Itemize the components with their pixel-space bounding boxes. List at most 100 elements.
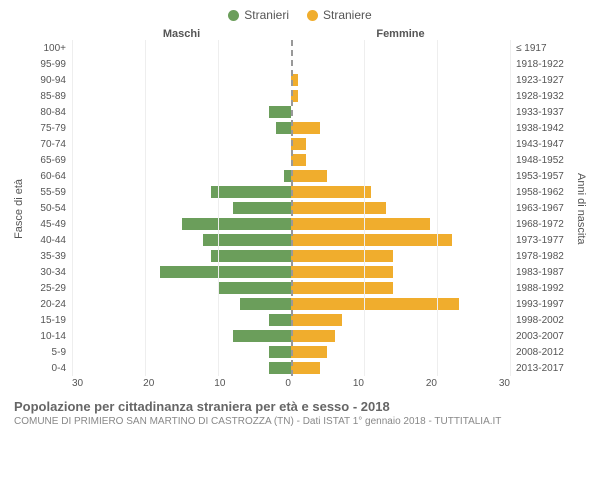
year-label: 1933-1937 [510, 107, 572, 118]
x-ticks-right: 102030 [291, 378, 510, 389]
bars [72, 154, 510, 166]
age-label: 35-39 [28, 251, 72, 262]
table-row: 65-69 1948-1952 [28, 152, 572, 168]
table-row: 90-94 1923-1927 [28, 72, 572, 88]
bar-female [291, 346, 327, 358]
year-label: 1973-1977 [510, 235, 572, 246]
legend-label-female: Straniere [323, 8, 372, 22]
bars [72, 266, 510, 278]
bars [72, 330, 510, 342]
age-label: 20-24 [28, 299, 72, 310]
year-label: 1983-1987 [510, 267, 572, 278]
bars [72, 42, 510, 54]
legend-item-female: Straniere [307, 8, 372, 22]
bar-female [291, 90, 298, 102]
year-label: 1928-1932 [510, 91, 572, 102]
bar-male [269, 106, 291, 118]
bars [72, 170, 510, 182]
table-row: 55-59 1958-1962 [28, 184, 572, 200]
year-label: 2008-2012 [510, 347, 572, 358]
bars [72, 90, 510, 102]
bar-male [218, 282, 291, 294]
legend-swatch-male [228, 10, 239, 21]
table-row: 50-541963-1967 [28, 200, 572, 216]
table-row: 10-14 2003-2007 [28, 328, 572, 344]
year-label: 1958-1962 [510, 187, 572, 198]
y-axis-label-left: Fasce di età [10, 28, 28, 389]
year-label: 1998-2002 [510, 315, 572, 326]
year-label: 1963-1967 [510, 203, 572, 214]
bar-female [291, 362, 320, 374]
table-row: 60-641953-1957 [28, 168, 572, 184]
year-label: 1923-1927 [510, 75, 572, 86]
bars [72, 282, 510, 294]
table-row: 70-74 1943-1947 [28, 136, 572, 152]
bar-female [291, 170, 327, 182]
bar-female [291, 266, 393, 278]
age-label: 95-99 [28, 59, 72, 70]
x-ticks-left: 3020100 [72, 378, 291, 389]
year-label: 1918-1922 [510, 59, 572, 70]
bar-male [240, 298, 291, 310]
age-label: 10-14 [28, 331, 72, 342]
table-row: 95-99 1918-1922 [28, 56, 572, 72]
bar-female [291, 154, 306, 166]
age-label: 85-89 [28, 91, 72, 102]
bars [72, 298, 510, 310]
bars [72, 362, 510, 374]
age-label: 65-69 [28, 155, 72, 166]
table-row: 25-291988-1992 [28, 280, 572, 296]
legend-item-male: Stranieri [228, 8, 289, 22]
bar-male [269, 314, 291, 326]
bars [72, 202, 510, 214]
bar-female [291, 330, 335, 342]
age-label: 70-74 [28, 139, 72, 150]
table-row: 75-79 1938-1942 [28, 120, 572, 136]
age-label: 100+ [28, 43, 72, 54]
age-label: 80-84 [28, 107, 72, 118]
bars [72, 234, 510, 246]
x-tick: 10 [214, 378, 225, 389]
age-label: 90-94 [28, 75, 72, 86]
age-label: 60-64 [28, 171, 72, 182]
bar-female [291, 138, 306, 150]
chart-subtitle: COMUNE DI PRIMIERO SAN MARTINO DI CASTRO… [14, 416, 586, 427]
bars [72, 74, 510, 86]
chart-rows: 100+≤ 1917 95-99 1918-1922 90-94 1923-1927 85… [28, 40, 572, 376]
year-label: 2003-2007 [510, 331, 572, 342]
bars [72, 314, 510, 326]
header-male: Maschi [72, 28, 291, 40]
year-label: 1943-1947 [510, 139, 572, 150]
bar-female [291, 122, 320, 134]
table-row: 30-34 1983-1987 [28, 264, 572, 280]
bar-male [233, 202, 291, 214]
bar-female [291, 234, 452, 246]
bar-male [233, 330, 291, 342]
bars [72, 122, 510, 134]
age-label: 55-59 [28, 187, 72, 198]
year-label: 1938-1942 [510, 123, 572, 134]
bars [72, 346, 510, 358]
bar-female [291, 218, 430, 230]
table-row: 20-241993-1997 [28, 296, 572, 312]
table-row: 45-491968-1972 [28, 216, 572, 232]
x-tick: 10 [353, 378, 364, 389]
bar-female [291, 74, 298, 86]
bar-male [276, 122, 291, 134]
population-pyramid-chart: Stranieri Straniere Fasce di età Maschi … [0, 0, 600, 500]
age-label: 30-34 [28, 267, 72, 278]
age-label: 0-4 [28, 363, 72, 374]
bar-female [291, 314, 342, 326]
table-row: 100+≤ 1917 [28, 40, 572, 56]
table-row: 85-89 1928-1932 [28, 88, 572, 104]
year-label: 1948-1952 [510, 155, 572, 166]
bars [72, 218, 510, 230]
bar-male [269, 362, 291, 374]
bars [72, 58, 510, 70]
age-label: 75-79 [28, 123, 72, 134]
table-row: 5-92008-2012 [28, 344, 572, 360]
bar-female [291, 202, 386, 214]
x-axis: 3020100 102030 [28, 378, 572, 389]
bar-male [160, 266, 291, 278]
table-row: 80-84 1933-1937 [28, 104, 572, 120]
